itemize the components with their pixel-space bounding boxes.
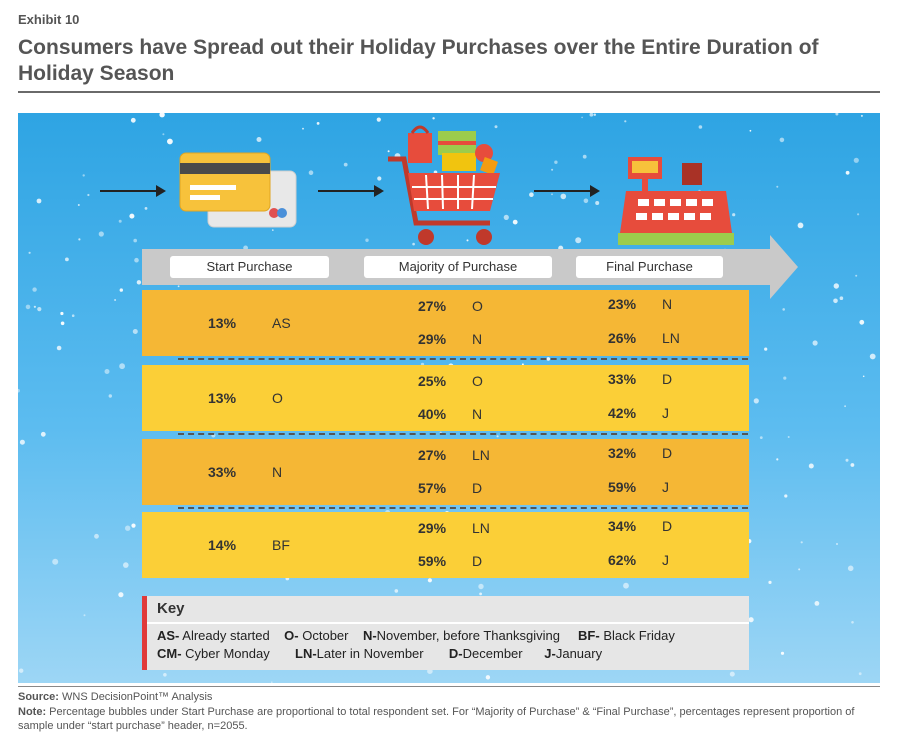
start-code: BF	[272, 537, 290, 553]
note-line: Note: Percentage bubbles under Start Pur…	[18, 706, 855, 732]
final-pct: 62%	[608, 552, 637, 568]
majority-code: D	[472, 480, 483, 496]
infographic-panel: Start Purchase Majority of Purchase Fina…	[18, 113, 880, 683]
key-entry: O- October	[284, 628, 349, 643]
table-row: 33% N 27% LN 57% D 32% D 59% J	[142, 439, 749, 505]
title-divider	[18, 91, 880, 93]
row-divider	[178, 507, 748, 509]
majority-code: N	[472, 406, 483, 422]
key-entry: AS- Already started	[157, 628, 270, 643]
final-code: J	[662, 552, 669, 568]
final-pct: 59%	[608, 479, 637, 495]
final-code: D	[662, 518, 673, 534]
start-code: AS	[272, 315, 291, 331]
final-code: D	[662, 371, 673, 387]
final-code: D	[662, 445, 673, 461]
final-pct: 42%	[608, 405, 637, 421]
flow-arrow-3	[534, 185, 600, 197]
majority-pct: 27%	[418, 298, 447, 314]
final-pct: 32%	[608, 445, 637, 461]
start-code: N	[272, 464, 283, 480]
majority-code: N	[472, 331, 483, 347]
row-divider	[178, 433, 748, 435]
majority-code: O	[472, 298, 483, 314]
page-title: Consumers have Spread out their Holiday …	[18, 36, 819, 85]
key-box: Key AS- Already started O- October N-Nov…	[142, 596, 749, 670]
start-pct: 13%	[208, 315, 237, 331]
majority-code: O	[472, 373, 483, 389]
majority-pct: 29%	[418, 331, 447, 347]
key-entry: N-November, before Thanksgiving	[362, 628, 560, 643]
row-divider	[178, 358, 748, 360]
key-divider	[147, 622, 749, 624]
key-line-1: AS- Already started O- October N-Novembe…	[157, 628, 675, 643]
stage-label-start: Start Purchase	[170, 256, 329, 278]
start-code: O	[272, 390, 283, 406]
majority-pct: 27%	[418, 447, 447, 463]
footer-divider	[18, 686, 880, 687]
shopping-cart-icon	[388, 125, 500, 245]
key-entry: LN-Later in November	[295, 646, 424, 661]
cash-register-icon	[618, 157, 734, 245]
exhibit-number: Exhibit 10	[18, 12, 80, 27]
start-pct: 14%	[208, 537, 237, 553]
stage-label-majority: Majority of Purchase	[364, 256, 552, 278]
source-line: Source: WNS DecisionPoint™ Analysis	[18, 691, 213, 703]
final-code: N	[662, 296, 673, 312]
key-line-2: CM- Cyber Monday LN-Later in November D-…	[157, 646, 602, 661]
final-pct: 26%	[608, 330, 637, 346]
final-code: J	[662, 479, 669, 495]
majority-pct: 59%	[418, 553, 447, 569]
stage-label-final: Final Purchase	[576, 256, 723, 278]
final-pct: 34%	[608, 518, 637, 534]
key-entry: CM- Cyber Monday	[157, 646, 270, 661]
start-pct: 33%	[208, 464, 237, 480]
table-row: 13% AS 27% O 29% N 23% N 26% LN	[142, 290, 749, 356]
majority-pct: 25%	[418, 373, 447, 389]
final-pct: 23%	[608, 296, 637, 312]
table-row: 13% O 25% O 40% N 33% D 42% J	[142, 365, 749, 431]
majority-pct: 40%	[418, 406, 447, 422]
credit-card-icon	[179, 152, 297, 228]
stage-band-arrowhead	[770, 235, 798, 299]
majority-code: LN	[472, 520, 490, 536]
start-pct: 13%	[208, 390, 237, 406]
majority-pct: 29%	[418, 520, 447, 536]
final-pct: 33%	[608, 371, 637, 387]
majority-code: LN	[472, 447, 490, 463]
final-code: LN	[662, 330, 680, 346]
key-entry: BF- Black Friday	[578, 628, 675, 643]
flow-arrow-1	[100, 185, 166, 197]
key-entry: D-December	[448, 646, 523, 661]
final-code: J	[662, 405, 669, 421]
key-title: Key	[157, 600, 185, 617]
key-entry: J-January	[544, 646, 603, 661]
majority-code: D	[472, 553, 483, 569]
majority-pct: 57%	[418, 480, 447, 496]
table-row: 14% BF 29% LN 59% D 34% D 62% J	[142, 512, 749, 578]
flow-arrow-2	[318, 185, 384, 197]
